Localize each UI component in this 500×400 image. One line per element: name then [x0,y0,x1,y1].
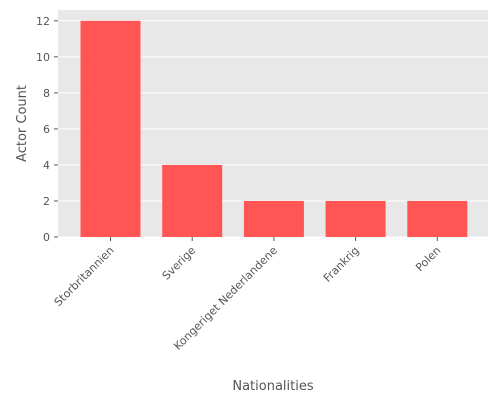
y-tick-label: 2 [43,195,50,208]
x-tick-label: Sverige [160,244,199,283]
bar-polen [407,200,468,237]
x-tick-label: Storbritannien [52,244,117,309]
y-tick-label: 10 [36,51,50,64]
bar-frankrig [325,200,386,237]
y-tick-label: 6 [43,123,50,136]
bar-kongeriget-nederlandene [243,200,304,237]
bar-storbritannien [80,20,141,237]
y-tick-label: 0 [43,231,50,244]
bars [80,20,468,237]
bar-sverige [162,164,223,237]
y-tick-label: 8 [43,87,50,100]
y-axis-ticks: 0 2 4 6 8 10 12 [36,15,58,244]
y-tick-label: 12 [36,15,50,28]
x-tick-label: Frankrig [321,244,362,285]
x-tick-label: Polen [413,244,443,274]
y-axis-title: Actor Count [15,85,30,162]
x-axis-title: Nationalities [232,379,313,394]
y-tick-label: 4 [43,159,50,172]
